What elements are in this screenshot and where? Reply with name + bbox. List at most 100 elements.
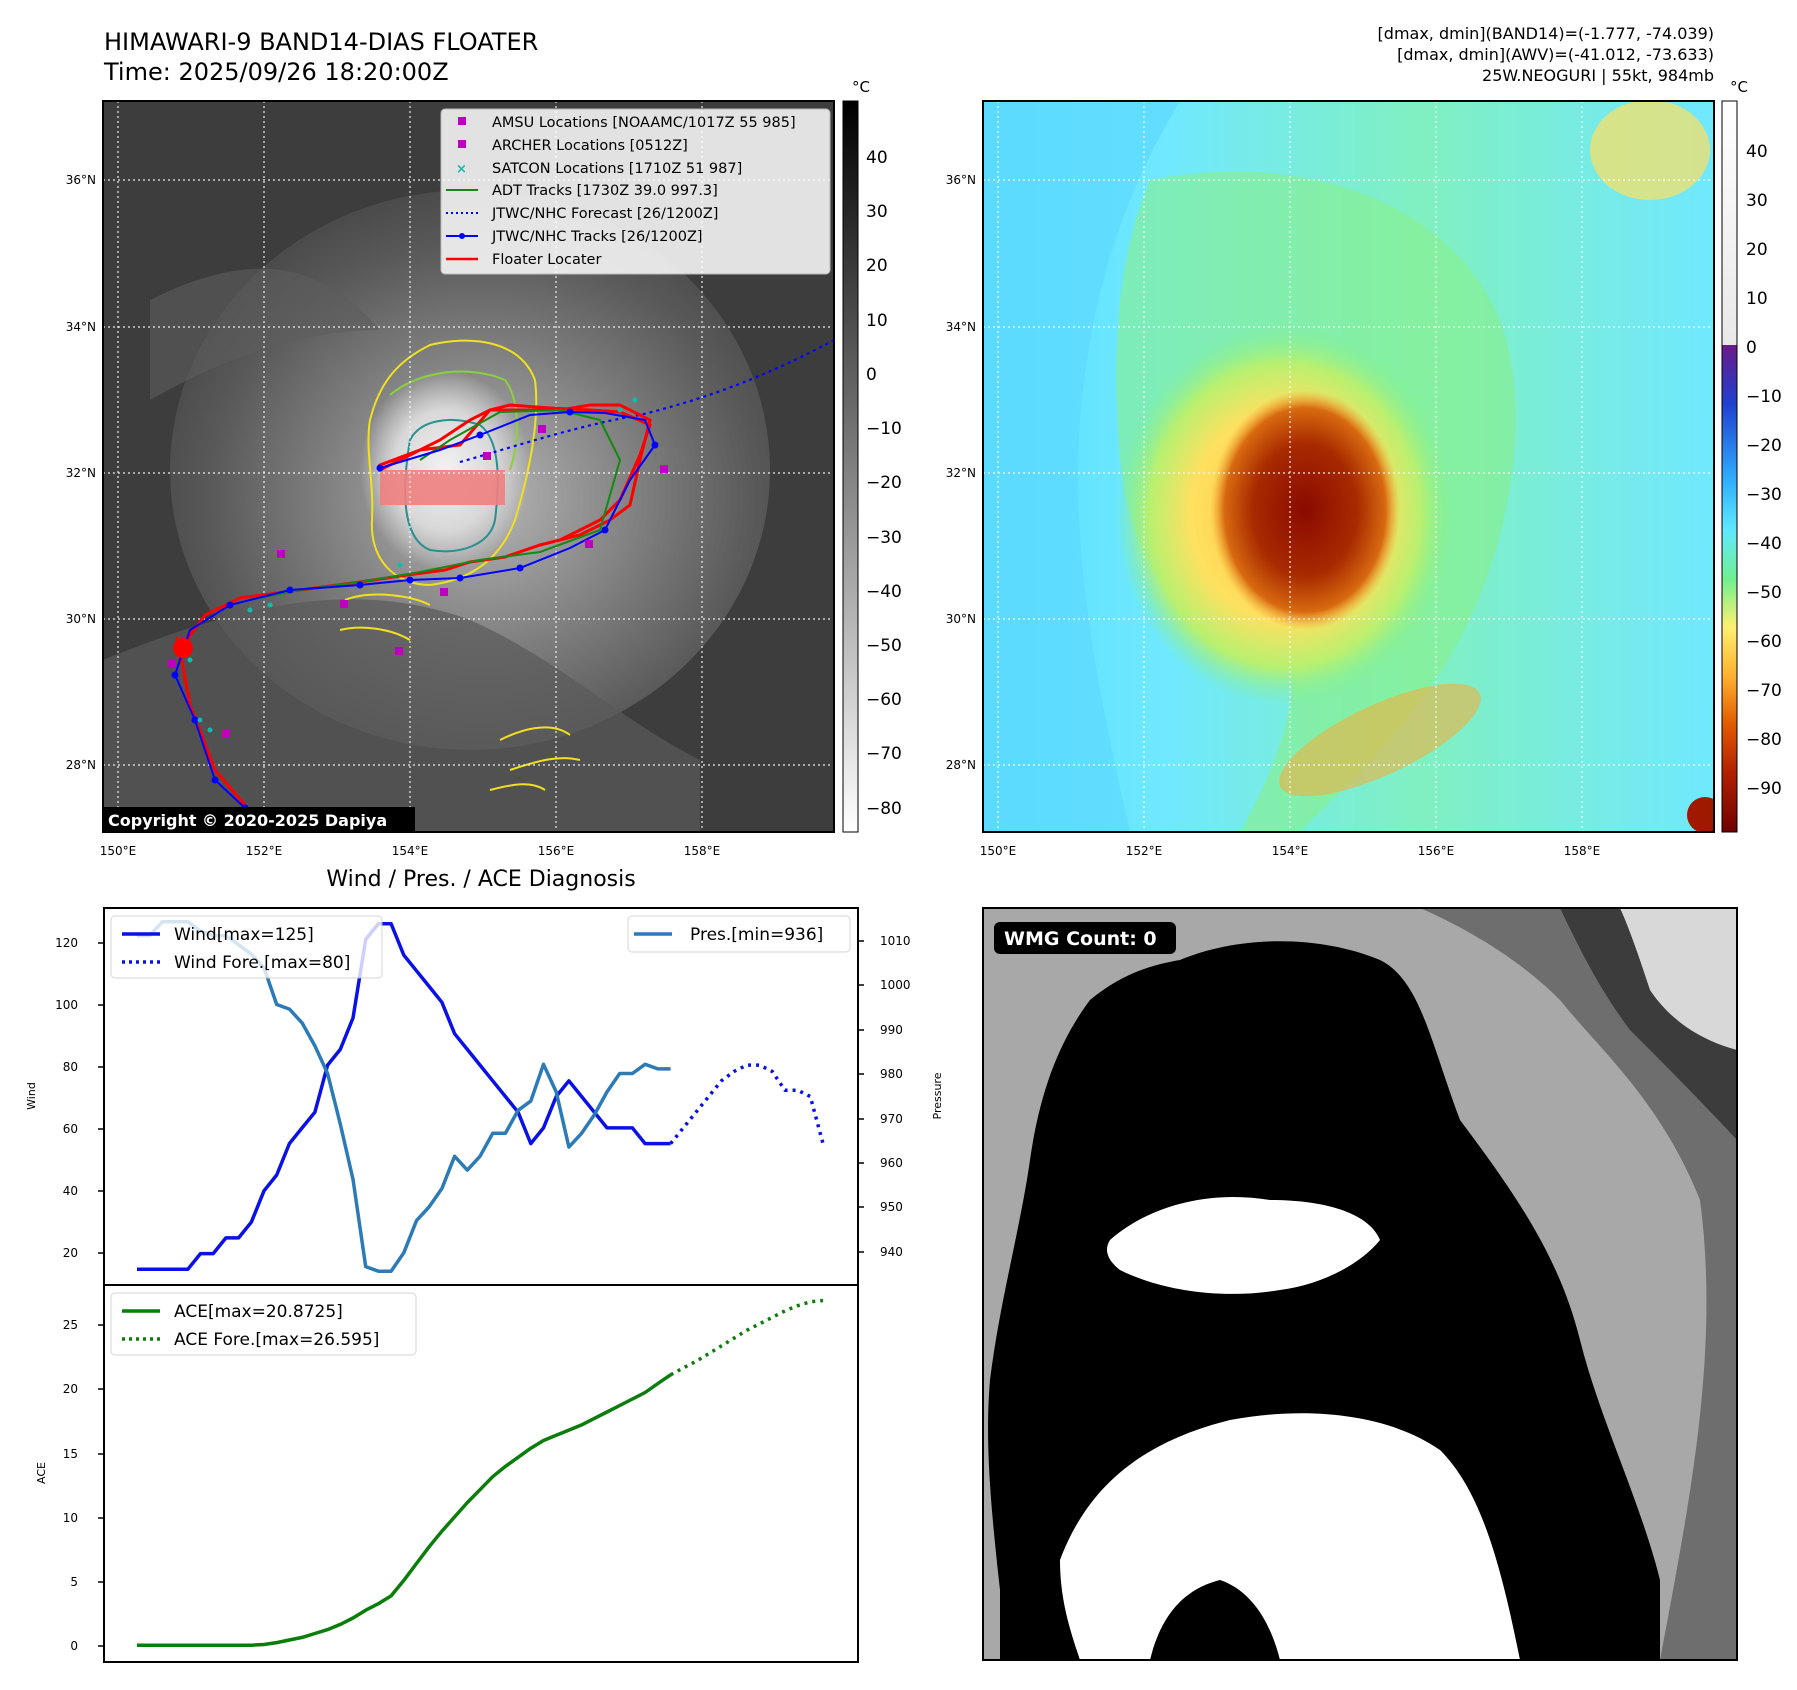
legend-archer: ARCHER Locations [0512Z]	[492, 138, 688, 154]
pres-tick-1010: 1010	[880, 934, 911, 948]
satcon-points	[187, 397, 638, 733]
ace-tick-20: 20	[63, 1382, 78, 1396]
awv-colorbar-unit: °C	[1730, 78, 1748, 96]
wmg-light-corner	[1620, 908, 1737, 1050]
legend-wind-fore: Wind Fore.[max=80]	[174, 953, 350, 973]
ir-colorbar-ticks: 40 30 20 10 0 −10 −20 −30 −40 −50 −60 −7…	[866, 148, 902, 819]
legend-tracks-dot	[459, 233, 465, 239]
awv-corner-cold	[1687, 797, 1714, 832]
pres-tick-940: 940	[880, 1245, 903, 1259]
legend-pres: Pres.[min=936]	[690, 925, 823, 945]
copyright-box	[103, 807, 415, 832]
ir-contour-yellow-2	[489, 726, 581, 791]
awv-lat-28: 28°N	[946, 758, 976, 772]
ir-cb-m60: −60	[866, 690, 902, 710]
awv-cb-m60: −60	[1746, 632, 1782, 652]
ace-tick-15: 15	[63, 1447, 78, 1461]
wmg-label-box	[994, 922, 1176, 954]
awv-lat-30: 30°N	[946, 612, 976, 626]
wind-tick-100: 100	[55, 998, 78, 1012]
ir-colorbar-unit: °C	[852, 78, 870, 96]
stats-line1: [dmax, dmin](BAND14)=(-1.777, -74.039)	[1378, 24, 1714, 43]
awv-lat-34: 34°N	[946, 320, 976, 334]
wind-tick-20: 20	[63, 1246, 78, 1260]
ir-lat-28: 28°N	[66, 758, 96, 772]
ace-legend: ACE[max=20.8725] ACE Fore.[max=26.595]	[110, 1292, 417, 1356]
awv-cb-m20: −20	[1746, 436, 1782, 456]
wind-axis-label: Wind	[25, 1082, 38, 1110]
awv-colorbar-warm	[1722, 101, 1737, 345]
ir-cloud-band	[103, 599, 700, 832]
awv-gridlines	[983, 101, 1714, 832]
awv-corner-warm	[1590, 101, 1710, 200]
awv-cb-m30: −30	[1746, 485, 1782, 505]
awv-lon-152: 152°E	[1126, 844, 1163, 858]
wmg-white-lower	[1060, 1413, 1520, 1660]
axis-ticks	[98, 940, 864, 1647]
legend-floater: Floater Locater	[492, 252, 601, 268]
pres-tick-970: 970	[880, 1112, 903, 1126]
legend-adt: ADT Tracks [1730Z 39.0 997.3]	[492, 183, 718, 199]
ir-cb-20: 20	[866, 256, 888, 276]
awv-cb-m40: −40	[1746, 534, 1782, 554]
legend-ace-fore: ACE Fore.[max=26.595]	[174, 1330, 379, 1350]
wind-legend: Wind[max=125] Wind Fore.[max=80]	[110, 915, 383, 979]
ir-cloud-streak	[150, 268, 380, 400]
ace-series-line	[137, 1373, 672, 1647]
wind-tick-80: 80	[63, 1060, 78, 1074]
ir-cb-m40: −40	[866, 582, 902, 602]
awv-lat-32: 32°N	[946, 466, 976, 480]
copyright-text: Copyright © 2020-2025 Dapiya	[108, 811, 387, 830]
ir-cb-m30: −30	[866, 528, 902, 548]
map-title-line2: Time: 2025/09/26 18:20:00Z	[103, 58, 449, 86]
legend-archer-marker	[458, 140, 466, 148]
awv-cb-0: 0	[1746, 338, 1757, 358]
ir-lon-156: 156°E	[538, 844, 575, 858]
awv-lat-36: 36°N	[946, 173, 976, 187]
legend-amsu-marker	[458, 117, 466, 125]
ir-lon-158: 158°E	[684, 844, 721, 858]
ir-contour-yellow	[367, 339, 538, 587]
pres-tick-950: 950	[880, 1200, 903, 1214]
awv-map-frame	[982, 100, 1715, 833]
ir-colorbar	[842, 100, 859, 833]
awv-map-panel: 36°N 34°N 32°N 30°N 28°N 150°E 152°E 154…	[946, 78, 1782, 858]
awv-cb-20: 20	[1746, 240, 1768, 260]
ace-axis-label: ACE	[35, 1462, 48, 1484]
awv-cb-10: 10	[1746, 289, 1768, 309]
ace-tick-5: 5	[70, 1575, 78, 1589]
pres-tick-960: 960	[880, 1156, 903, 1170]
wind-tick-120: 120	[55, 936, 78, 950]
ace-tick-0: 0	[70, 1639, 78, 1653]
wind-tick-60: 60	[63, 1122, 78, 1136]
map-title-line1: HIMAWARI-9 BAND14-DIAS FLOATER	[104, 28, 538, 56]
wind-series-line	[137, 921, 671, 1272]
ir-cb-m50: −50	[866, 636, 902, 656]
floater-locater-box	[380, 470, 505, 505]
wmg-white-upper	[1107, 1196, 1380, 1294]
wind-tick-40: 40	[63, 1184, 78, 1198]
pres-axis-label: Pressure	[931, 1072, 944, 1119]
ir-cb-10: 10	[866, 311, 888, 331]
ir-lat-32: 32°N	[66, 466, 96, 480]
ir-lat-34: 34°N	[66, 320, 96, 334]
ir-lon-154: 154°E	[392, 844, 429, 858]
ace-forecast-series-line	[669, 1298, 824, 1377]
legend-amsu: AMSU Locations [NOAAMC/1017Z 55 985]	[492, 115, 796, 131]
awv-lon-156: 156°E	[1418, 844, 1455, 858]
legend-forecast: JTWC/NHC Forecast [26/1200Z]	[491, 206, 718, 222]
ir-cb-m20: −20	[866, 473, 902, 493]
awv-colorbar-cold	[1722, 345, 1737, 832]
ir-lon-152: 152°E	[246, 844, 283, 858]
awv-cb-m80: −80	[1746, 730, 1782, 750]
legend-wind: Wind[max=125]	[174, 925, 314, 945]
ir-map-panel: Copyright © 2020-2025 Dapiya AMSU Locati…	[66, 78, 902, 858]
wind-forecast-series-line	[669, 1063, 825, 1145]
legend-satcon-marker: ×	[456, 162, 467, 177]
awv-dry-slot	[983, 101, 1180, 832]
ir-lon-150: 150°E	[100, 844, 137, 858]
awv-lon-154: 154°E	[1272, 844, 1309, 858]
diagnosis-title: Wind / Pres. / ACE Diagnosis	[326, 867, 635, 892]
ir-cb-m80: −80	[866, 799, 902, 819]
awv-cb-40: 40	[1746, 142, 1768, 162]
